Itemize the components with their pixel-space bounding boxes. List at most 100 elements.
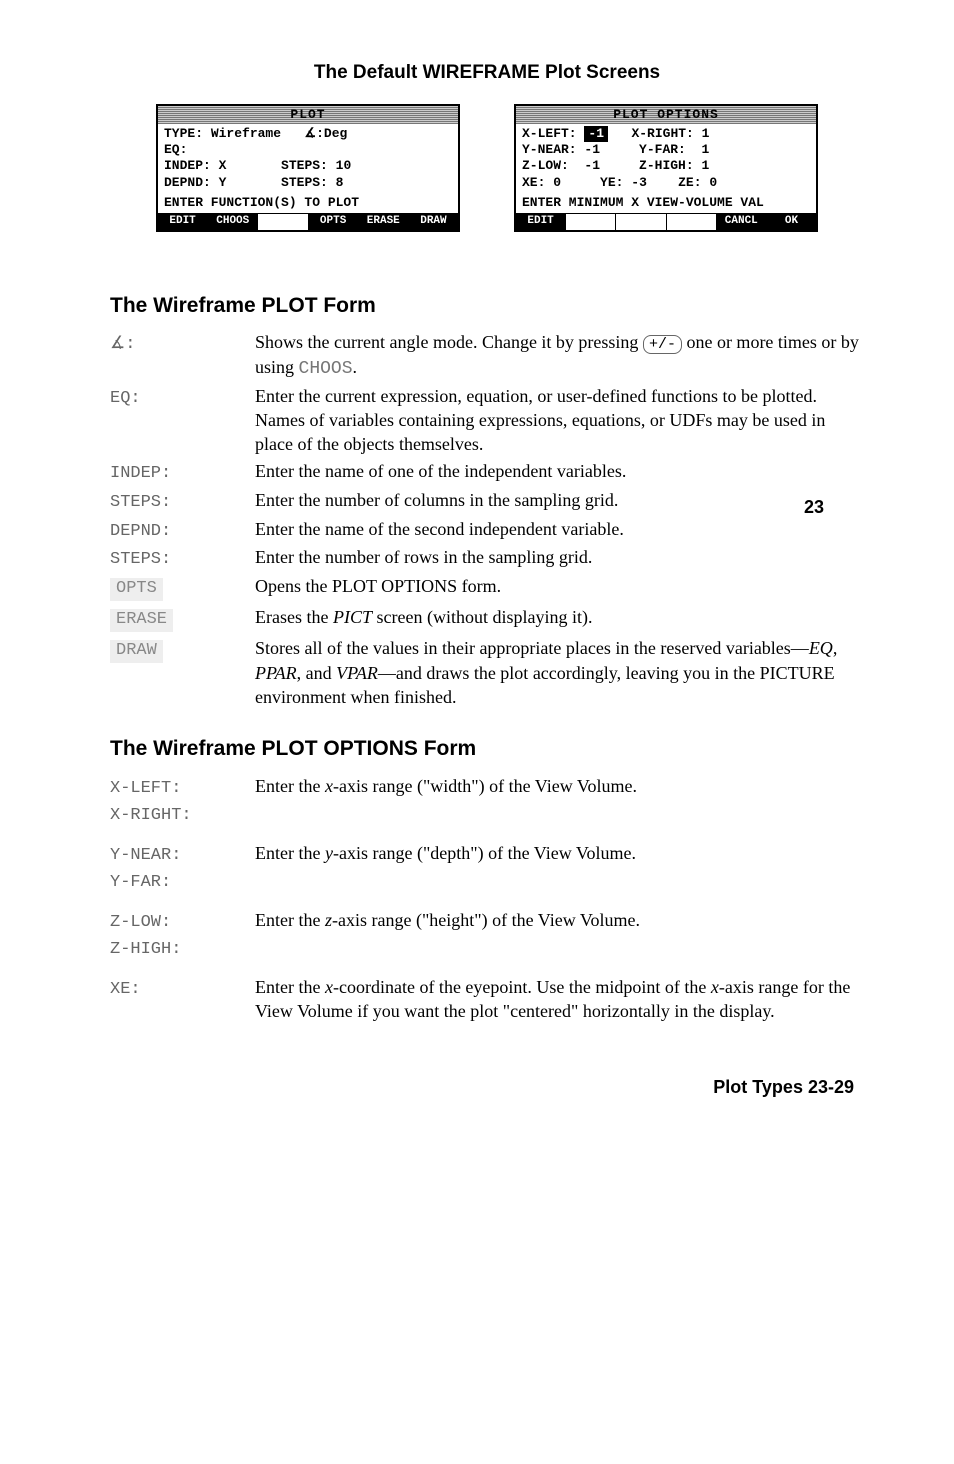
indep-label: INDEP: [164, 158, 211, 174]
yfar-value: 1 [701, 142, 709, 158]
definition-term: Z-HIGH: [110, 935, 255, 963]
screenshots-row: PLOT TYPE: Wireframe ∡: Deg EQ: INDEP: X… [110, 104, 864, 232]
softkey-draw[interactable]: DRAW [409, 214, 458, 230]
definition-row: ∡: Shows the current angle mode. Change i… [110, 330, 864, 382]
definition-term: Y-FAR: [110, 868, 255, 896]
definition-desc: Erases the PICT screen (without displayi… [255, 605, 864, 634]
definition-row: STEPS: Enter the number of columns in the… [110, 488, 864, 515]
definition-term: Z-LOW: [110, 908, 255, 936]
steps2-label: STEPS: [281, 175, 328, 191]
definition-row: OPTS Opens the PLOT OPTIONS form. [110, 574, 864, 603]
definition-row: STEPS: Enter the number of rows in the sa… [110, 545, 864, 572]
type-label: TYPE: [164, 126, 203, 142]
definition-row: EQ: Enter the current expression, equatio… [110, 384, 864, 457]
type-value: Wireframe [211, 126, 281, 142]
definition-term: X-LEFT: [110, 774, 255, 802]
plot-right-softkeys: EDIT CANCL OK [516, 213, 816, 230]
softkey-blank-r2 [616, 214, 666, 230]
definition-term: STEPS: [110, 548, 171, 569]
softkey-edit-r[interactable]: EDIT [516, 214, 566, 230]
definition-desc: Enter the z-axis range ("height") of the… [255, 908, 864, 963]
definition-row: Y-NEAR:Y-FAR:Enter the y-axis range ("de… [110, 841, 864, 896]
definition-term: INDEP: [110, 462, 171, 483]
page-title: The Default WIREFRAME Plot Screens [110, 60, 864, 86]
depnd-label: DEPND: [164, 175, 211, 191]
softkey-blank-r3 [667, 214, 717, 230]
plot-left-softkeys: EDIT CHOOS OPTS ERASE DRAW [158, 213, 458, 230]
zlow-value: -1 [584, 158, 600, 174]
softkey-erase[interactable]: ERASE [359, 214, 409, 230]
steps2-value: 8 [336, 175, 344, 191]
xe-label: XE: [522, 175, 545, 191]
plot-screen-right: PLOT OPTIONS X-LEFT: -1 X-RIGHT: 1 Y-NEA… [514, 104, 818, 232]
definition-desc: Enter the name of one of the independent… [255, 459, 864, 486]
definition-term: OPTS [110, 578, 163, 601]
steps1-label: STEPS: [281, 158, 328, 174]
page-footer: Plot Types 23-29 [110, 1075, 854, 1099]
definition-term: ERASE [110, 609, 173, 632]
side-page-number: 23 [804, 495, 824, 519]
definition-desc: Enter the current expression, equation, … [255, 384, 864, 457]
depnd-value: Y [219, 175, 227, 191]
definition-term: Y-NEAR: [110, 841, 255, 869]
definition-term: ∡: [110, 333, 135, 354]
softkey-blank-r1 [566, 214, 616, 230]
definition-row: X-LEFT:X-RIGHT:Enter the x-axis range ("… [110, 774, 864, 829]
definition-desc: Opens the PLOT OPTIONS form. [255, 574, 864, 603]
zlow-label: Z-LOW: [522, 158, 569, 174]
definition-row: XE:Enter the x-coordinate of the eyepoin… [110, 975, 864, 1024]
definition-desc: Shows the current angle mode. Change it … [255, 330, 864, 382]
steps1-value: 10 [336, 158, 352, 174]
xleft-label: X-LEFT: [522, 126, 577, 142]
plot-options-list: X-LEFT:X-RIGHT:Enter the x-axis range ("… [110, 774, 864, 1036]
definition-desc: Enter the x-axis range ("width") of the … [255, 774, 864, 829]
softkey-blank [258, 214, 308, 230]
definition-term: STEPS: [110, 491, 171, 512]
xright-label: X-RIGHT: [631, 126, 693, 142]
definition-desc: Stores all of the values in their approp… [255, 636, 864, 709]
angle-label: ∡: [304, 126, 323, 142]
definition-term: DEPND: [110, 520, 171, 541]
definition-row: ERASE Erases the PICT screen (without dis… [110, 605, 864, 634]
definition-row: DEPND: Enter the name of the second indep… [110, 517, 864, 544]
xleft-value: -1 [584, 126, 608, 142]
definition-row: Z-LOW:Z-HIGH:Enter the z-axis range ("he… [110, 908, 864, 963]
eq-label: EQ: [164, 142, 187, 158]
plot-right-prompt: ENTER MINIMUM X VIEW-VOLUME VAL [516, 193, 816, 213]
plot-screen-right-title: PLOT OPTIONS [516, 106, 816, 124]
softkey-ok[interactable]: OK [767, 214, 816, 230]
definition-term: EQ: [110, 387, 141, 408]
plot-left-prompt: ENTER FUNCTION(S) TO PLOT [158, 193, 458, 213]
definition-term: X-RIGHT: [110, 801, 255, 829]
definition-desc: Enter the number of rows in the sampling… [255, 545, 864, 572]
softkey-opts[interactable]: OPTS [309, 214, 359, 230]
softkey-cancl[interactable]: CANCL [717, 214, 767, 230]
indep-value: X [219, 158, 227, 174]
definition-desc: Enter the name of the second independent… [255, 517, 864, 544]
ynear-label: Y-NEAR: [522, 142, 577, 158]
zhigh-label: Z-HIGH: [639, 158, 694, 174]
definition-term: DRAW [110, 640, 163, 663]
ye-value: -3 [631, 175, 647, 191]
plot-screen-left-title: PLOT [158, 106, 458, 124]
definition-term: XE: [110, 975, 255, 1003]
angle-value: Deg [324, 126, 347, 142]
ze-label: ZE: [678, 175, 701, 191]
definition-desc: Enter the number of columns in the sampl… [255, 488, 864, 515]
plot-screen-left: PLOT TYPE: Wireframe ∡: Deg EQ: INDEP: X… [156, 104, 460, 232]
zhigh-value: 1 [701, 158, 709, 174]
section-plot-form-heading: The Wireframe PLOT Form [110, 292, 864, 320]
xe-value: 0 [553, 175, 561, 191]
softkey-edit[interactable]: EDIT [158, 214, 208, 230]
yfar-label: Y-FAR: [639, 142, 686, 158]
ye-label: YE: [600, 175, 623, 191]
definition-row: DRAW Stores all of the values in their ap… [110, 636, 864, 709]
softkey-choos[interactable]: CHOOS [208, 214, 258, 230]
section-plot-options-heading: The Wireframe PLOT OPTIONS Form [110, 735, 864, 763]
ynear-value: -1 [584, 142, 600, 158]
plot-form-list: ∡: Shows the current angle mode. Change i… [110, 330, 864, 709]
definition-row: INDEP: Enter the name of one of the indep… [110, 459, 864, 486]
xright-value: 1 [702, 126, 710, 142]
ze-value: 0 [709, 175, 717, 191]
definition-desc: Enter the x-coordinate of the eyepoint. … [255, 975, 864, 1024]
